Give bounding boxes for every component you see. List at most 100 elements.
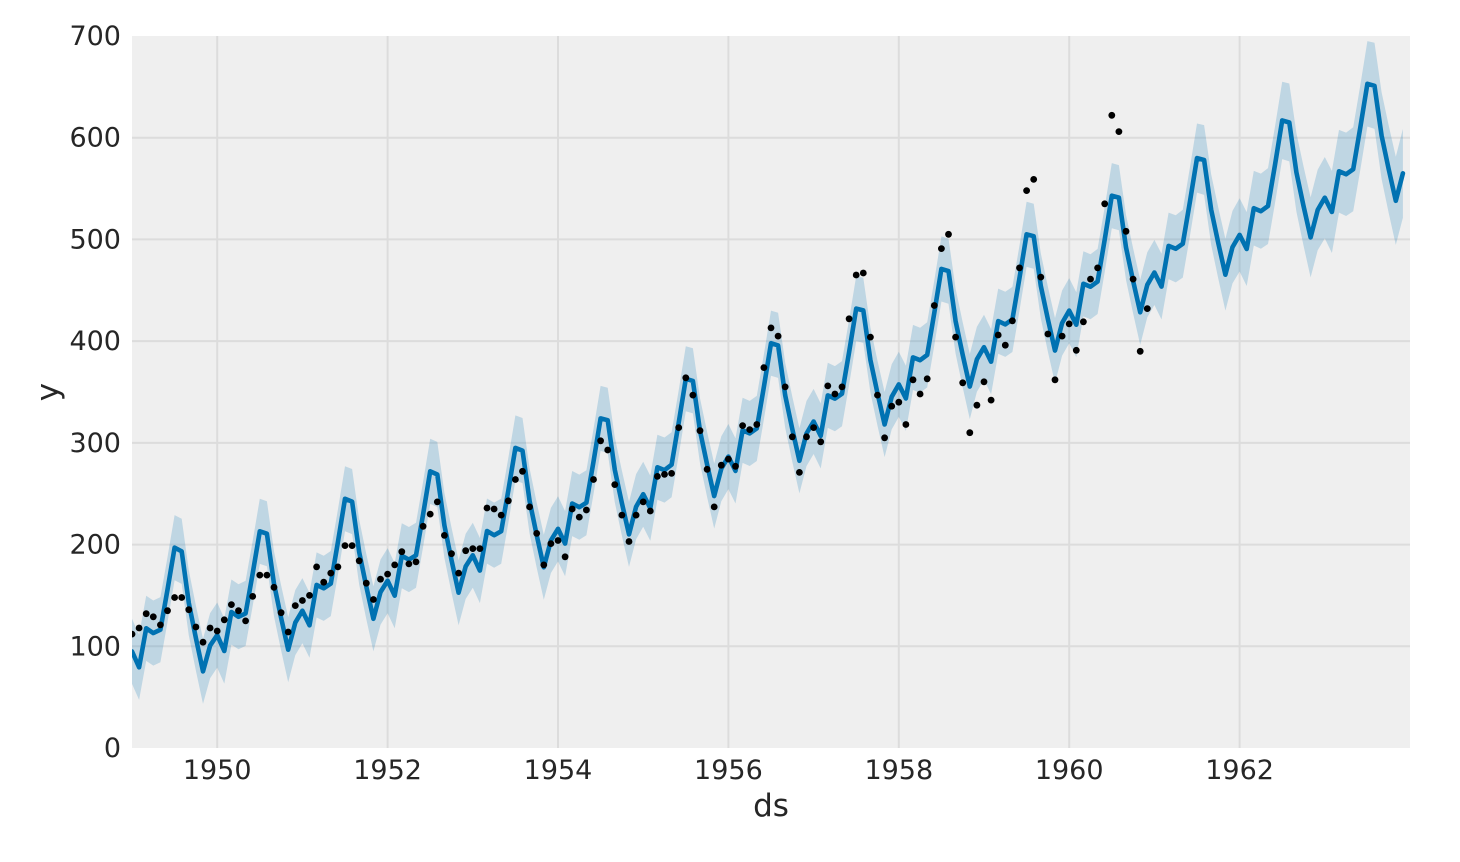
observed-points — [132, 111, 1151, 646]
observed-point — [249, 593, 257, 600]
observed-point — [888, 402, 896, 410]
observed-point — [867, 333, 874, 341]
x-axis-label: ds — [753, 788, 789, 824]
observed-point — [284, 628, 292, 636]
observed-point — [732, 462, 739, 470]
x-tick-label: 1962 — [1205, 755, 1274, 786]
observed-point — [299, 597, 306, 604]
observed-point — [1001, 341, 1009, 349]
observed-point — [384, 570, 391, 578]
observed-point — [668, 470, 675, 477]
observed-point — [760, 364, 768, 371]
observed-point — [746, 426, 754, 433]
observed-point — [916, 390, 924, 398]
observed-point — [412, 558, 420, 566]
observed-point — [313, 563, 320, 571]
observed-point — [192, 623, 200, 631]
observed-point — [1129, 275, 1137, 283]
observed-point — [696, 427, 704, 435]
observed-point — [682, 374, 690, 382]
observed-point — [710, 503, 718, 511]
observed-point — [178, 594, 186, 601]
observed-point — [874, 391, 881, 399]
observed-point — [739, 422, 746, 429]
observed-point — [689, 391, 697, 399]
observed-point — [646, 507, 654, 515]
observed-point — [220, 616, 228, 624]
observed-point — [263, 571, 271, 579]
y-tick-label: 100 — [69, 631, 121, 662]
observed-point — [824, 382, 832, 390]
observed-point — [206, 624, 214, 632]
observed-point — [306, 592, 313, 599]
observed-point — [881, 434, 888, 442]
observed-point — [185, 606, 193, 614]
observed-point — [462, 547, 470, 555]
observed-point — [661, 471, 668, 478]
observed-point — [355, 557, 363, 565]
observed-point — [320, 578, 328, 586]
observed-point — [533, 530, 541, 537]
observed-point — [1143, 305, 1151, 312]
observed-point — [1037, 273, 1045, 281]
observed-point — [171, 594, 179, 601]
observed-point — [852, 271, 860, 279]
observed-point — [1016, 264, 1023, 272]
observed-point — [632, 511, 640, 519]
forecast-line — [132, 81, 1406, 674]
observed-point — [455, 569, 462, 577]
observed-point — [157, 621, 164, 629]
y-tick-label: 600 — [69, 123, 121, 154]
observed-point — [781, 383, 789, 391]
observed-point — [1094, 264, 1101, 272]
observed-point — [1051, 376, 1059, 384]
observed-point — [362, 579, 370, 587]
observed-point — [803, 433, 810, 441]
observed-point — [945, 230, 952, 238]
y-axis-label: y — [30, 383, 66, 401]
observed-point — [142, 610, 150, 618]
observed-point — [135, 624, 143, 632]
observed-point — [1122, 227, 1130, 235]
observed-point — [476, 545, 484, 552]
observed-point — [675, 424, 683, 431]
plot-background — [132, 36, 1410, 748]
observed-point — [377, 575, 384, 583]
observed-point — [441, 532, 448, 539]
observed-point — [767, 324, 775, 332]
observed-point — [618, 511, 626, 519]
observed-point — [909, 376, 917, 384]
observed-point — [604, 446, 612, 454]
observed-point — [575, 513, 583, 521]
observed-point — [810, 424, 817, 431]
observed-point — [448, 550, 455, 558]
observed-point — [753, 421, 761, 428]
observed-point — [654, 473, 661, 480]
observed-point — [1080, 318, 1087, 326]
observed-point — [639, 498, 647, 506]
observed-point — [149, 613, 157, 621]
x-tick-labels: 1950 1952 1954 1956 1958 1960 1962 — [183, 755, 1274, 786]
observed-point — [334, 563, 342, 571]
observed-point — [512, 476, 519, 483]
observed-point — [1115, 128, 1123, 136]
observed-point — [256, 571, 264, 579]
observed-point — [845, 315, 853, 323]
observed-point — [987, 396, 995, 404]
observed-point — [902, 421, 910, 428]
observed-point — [994, 331, 1002, 339]
observed-point — [1072, 346, 1080, 354]
observed-point — [405, 560, 413, 568]
observed-point — [611, 481, 619, 488]
observed-point — [788, 433, 796, 441]
observed-point — [568, 505, 576, 513]
observed-point — [469, 545, 477, 552]
observed-point — [1065, 320, 1073, 328]
observed-point — [703, 465, 711, 473]
observed-point — [895, 398, 903, 406]
observed-point — [590, 476, 597, 483]
observed-point — [1009, 317, 1016, 325]
observed-point — [398, 548, 406, 556]
observed-point — [370, 596, 377, 603]
observed-point — [1136, 347, 1144, 355]
